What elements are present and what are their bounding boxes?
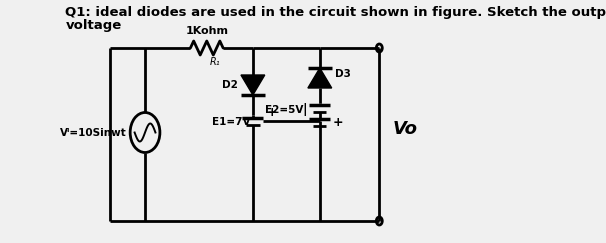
Text: +: +: [266, 106, 277, 120]
Text: E2=5V: E2=5V: [265, 105, 304, 115]
Text: +: +: [333, 116, 343, 130]
Text: R₁: R₁: [210, 57, 221, 67]
Text: D2: D2: [222, 80, 238, 90]
Text: Q1: ideal diodes are used in the circuit shown in figure. Sketch the output: Q1: ideal diodes are used in the circuit…: [65, 6, 606, 19]
Text: D3: D3: [335, 69, 350, 79]
Text: Vᴵ=10Sinwt: Vᴵ=10Sinwt: [61, 128, 127, 138]
Polygon shape: [308, 68, 331, 88]
Text: Vo: Vo: [393, 121, 418, 139]
Text: 1Kohm: 1Kohm: [185, 26, 228, 36]
Polygon shape: [241, 75, 265, 95]
Text: E1=7V: E1=7V: [212, 117, 250, 127]
Text: voltage: voltage: [65, 19, 122, 32]
Text: |: |: [302, 103, 307, 115]
